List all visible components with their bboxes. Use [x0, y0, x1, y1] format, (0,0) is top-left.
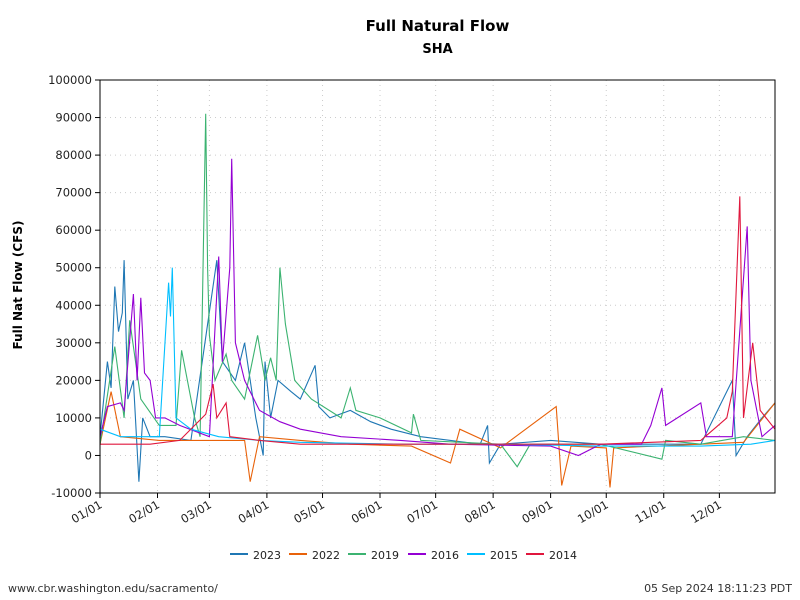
x-tick-label: 12/01 — [688, 497, 724, 526]
chart-title: Full Natural Flow — [365, 17, 510, 35]
y-tick-label: 100000 — [48, 73, 92, 87]
x-tick-label: 01/01 — [69, 497, 105, 526]
plot-frame — [99, 79, 776, 494]
x-tick-label: 11/01 — [633, 497, 669, 526]
x-tick-label: 02/01 — [126, 497, 162, 526]
x-tick-label: 03/01 — [178, 497, 214, 526]
y-tick-label: -10000 — [51, 486, 92, 500]
series-line-2014 — [100, 196, 776, 445]
x-tick-label: 10/01 — [575, 497, 611, 526]
footer-url[interactable]: www.cbr.washington.edu/sacramento/ — [8, 582, 218, 595]
y-tick-label: 70000 — [55, 186, 92, 200]
x-tick-label: 08/01 — [462, 497, 498, 526]
legend-label-2019: 2019 — [371, 549, 399, 562]
y-tick-label: 80000 — [55, 148, 92, 162]
series-line-2019 — [99, 113, 776, 468]
y-tick-label: 20000 — [55, 373, 92, 387]
y-tick-label: 10000 — [55, 411, 92, 425]
x-tick-label: 06/01 — [349, 497, 385, 526]
x-tick-label: 07/01 — [404, 497, 440, 526]
legend-label-2016: 2016 — [431, 549, 459, 562]
y-tick-label: 40000 — [55, 298, 92, 312]
series-line-2016 — [99, 158, 776, 457]
legend-label-2014: 2014 — [549, 549, 577, 562]
legend-label-2015: 2015 — [490, 549, 518, 562]
x-tick-label: 09/01 — [519, 497, 555, 526]
y-tick-label: 0 — [85, 448, 92, 462]
series-line-2015 — [99, 267, 776, 447]
legend-label-2023: 2023 — [253, 549, 281, 562]
y-tick-label: 30000 — [55, 336, 92, 350]
x-tick-label: 04/01 — [236, 497, 272, 526]
footer-timestamp: 05 Sep 2024 18:11:23 PDT — [644, 582, 792, 595]
y-tick-label: 90000 — [55, 111, 92, 125]
y-tick-label: 50000 — [55, 261, 92, 275]
series-line-2023 — [99, 260, 776, 482]
y-tick-label: 60000 — [55, 223, 92, 237]
chart-subtitle: SHA — [422, 42, 453, 57]
legend-label-2022: 2022 — [312, 549, 340, 562]
x-tick-label: 05/01 — [291, 497, 327, 526]
series-line-2022 — [99, 391, 776, 488]
